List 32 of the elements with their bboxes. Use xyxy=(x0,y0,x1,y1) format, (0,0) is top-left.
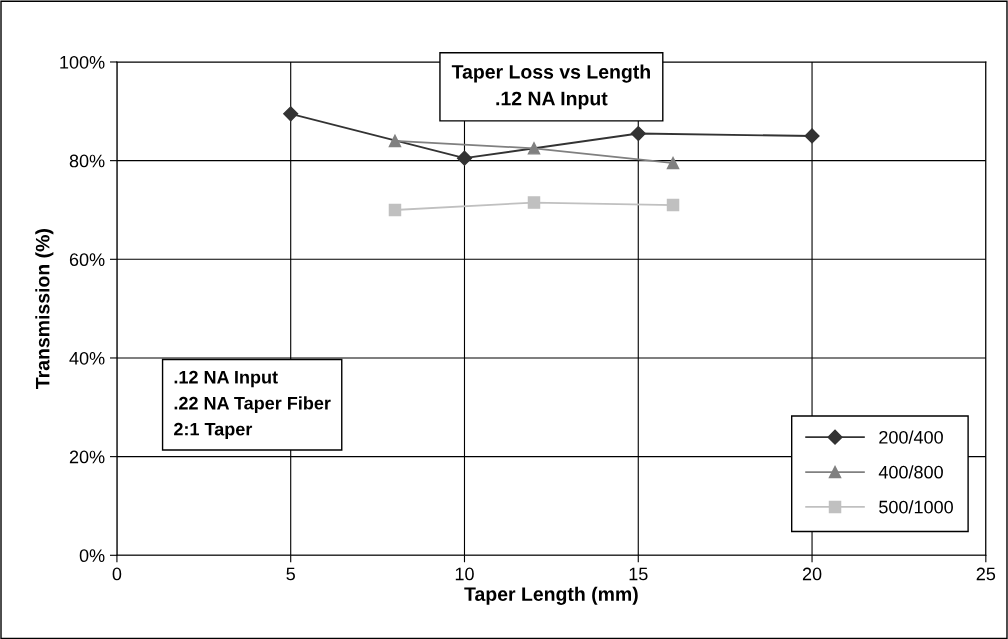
x-tick-label: 25 xyxy=(976,567,996,581)
legend-label: 200/400 xyxy=(879,430,943,444)
point xyxy=(630,125,646,142)
annotation: .22 NA Taper Fiber xyxy=(174,396,331,414)
annotation: .12 NA Input xyxy=(174,370,278,388)
point xyxy=(804,128,820,144)
x-axis-title: Taper Length (mm) xyxy=(464,586,638,605)
y-tick-label: 80% xyxy=(69,154,105,168)
y-axis-title: Transmission (%) xyxy=(35,229,54,389)
y-tick-label: 20% xyxy=(69,450,105,464)
point xyxy=(666,198,680,212)
x-tick-label: 20 xyxy=(802,567,822,581)
y-tick-label: 60% xyxy=(69,253,105,267)
chart-title: Taper Loss vs Length xyxy=(451,64,650,83)
y-tick-label: 100% xyxy=(60,55,105,69)
legend-label: 400/800 xyxy=(878,465,943,479)
x-tick-label: 15 xyxy=(629,567,648,581)
point xyxy=(456,150,473,166)
y-tick-label: 0% xyxy=(79,549,105,563)
text: .12 NA Input xyxy=(496,91,608,110)
x-tick-label: 0 xyxy=(112,567,122,581)
point xyxy=(283,106,299,122)
point xyxy=(388,203,402,217)
y-tick-label: 40% xyxy=(69,351,105,365)
x-tick-label: 10 xyxy=(455,567,474,581)
annotation: 2:1 Taper xyxy=(174,422,253,440)
x-tick-label: 5 xyxy=(286,567,295,581)
legend-label: 500/1000 xyxy=(879,500,953,514)
point xyxy=(388,134,402,148)
point xyxy=(666,156,680,170)
point xyxy=(527,196,541,209)
point xyxy=(527,142,541,155)
